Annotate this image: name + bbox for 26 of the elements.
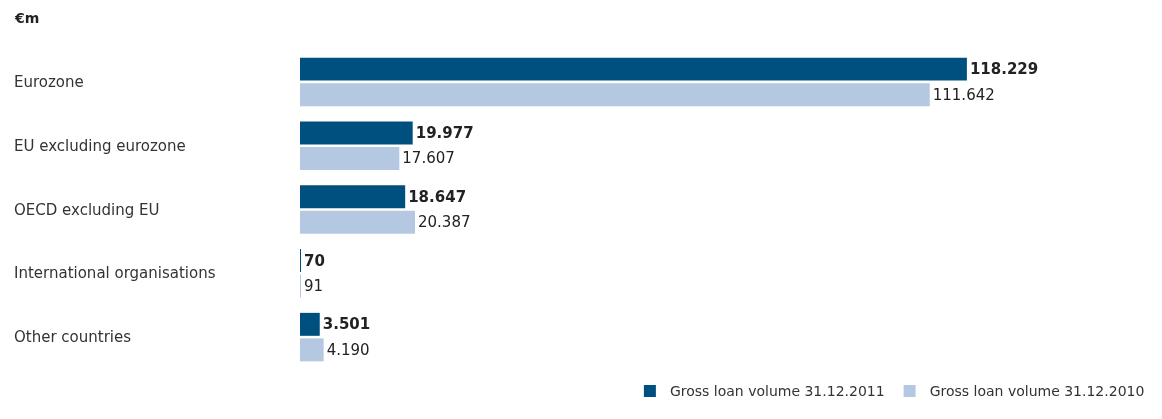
y-tick-label: OECD excluding EU (14, 201, 160, 219)
data-label: 19.977 (415, 123, 474, 142)
data-label: 17.607 (402, 149, 455, 168)
legend-label: Gross loan volume 31.12.2011 (669, 383, 885, 400)
bar (300, 121, 413, 145)
data-label: 20.387 (418, 213, 471, 232)
bar (300, 146, 400, 170)
text: €m (14, 10, 40, 26)
bar (300, 83, 930, 107)
bar (300, 57, 967, 81)
data-label: 111.642 (932, 85, 995, 104)
legend-label: Gross loan volume 31.12.2010 (929, 383, 1145, 400)
data-label: 18.647 (408, 187, 467, 206)
y-tick-label: EU excluding eurozone (14, 137, 186, 155)
y-tick-label: Other countries (14, 328, 132, 346)
data-label: 70 (304, 251, 325, 270)
y-tick-label: International organisations (14, 264, 216, 282)
bar (300, 210, 415, 234)
y-tick-label: Eurozone (14, 73, 84, 91)
data-label: 4.190 (326, 340, 370, 359)
data-label: 118.229 (969, 60, 1039, 79)
bar (300, 185, 406, 209)
data-label: 3.501 (322, 315, 371, 334)
data-label: 91 (304, 277, 324, 296)
bar (300, 338, 324, 362)
bar (300, 312, 320, 336)
